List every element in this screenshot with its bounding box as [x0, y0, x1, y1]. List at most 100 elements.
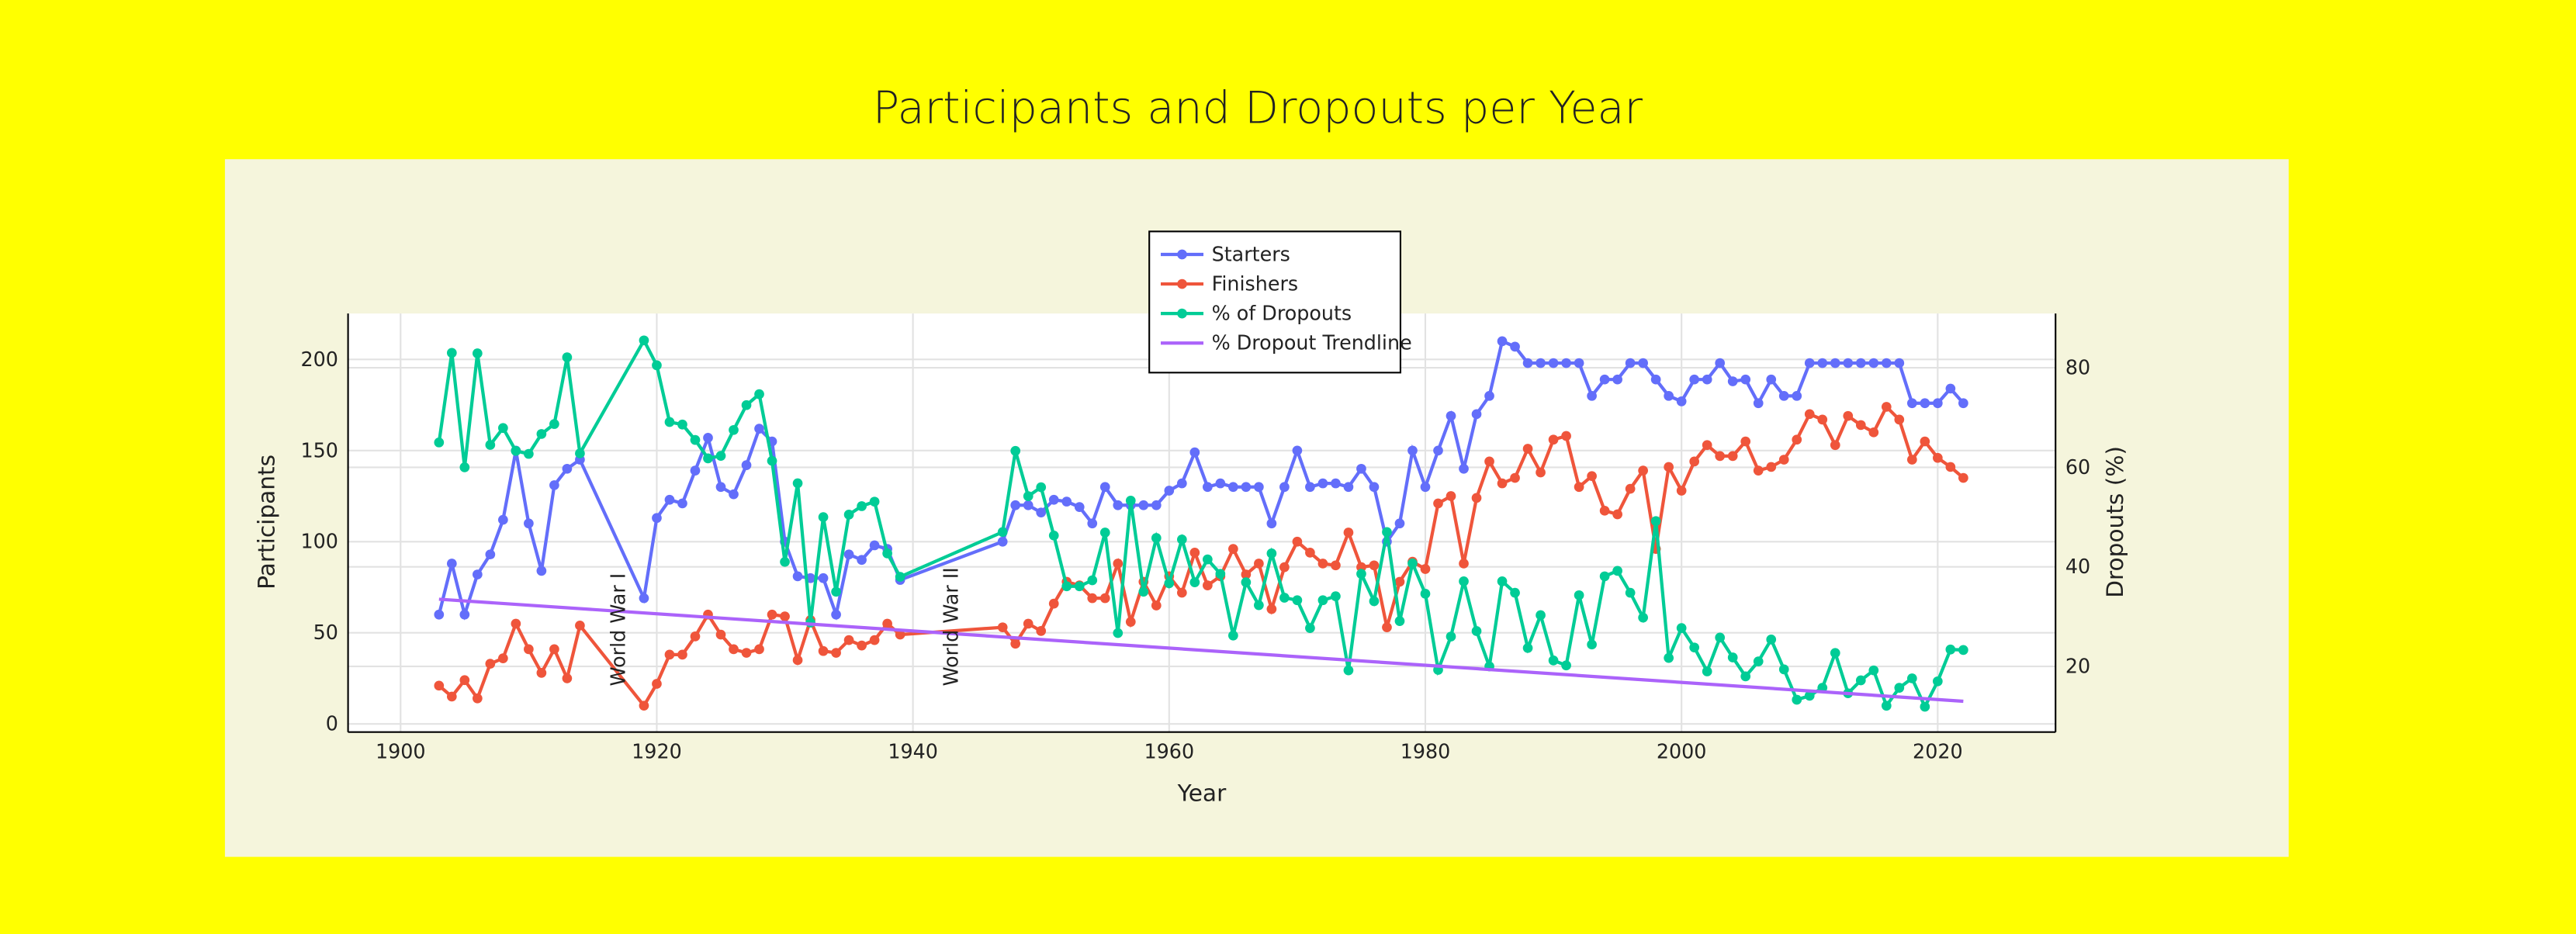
data-point — [780, 556, 790, 567]
data-point — [652, 360, 662, 371]
y-tick-label: 200 — [300, 348, 338, 371]
data-point — [1125, 496, 1136, 506]
data-point — [1420, 589, 1431, 599]
data-point — [1522, 444, 1533, 454]
data-point — [1484, 390, 1494, 401]
data-point — [549, 644, 559, 655]
data-point — [1945, 383, 1956, 394]
data-point — [1702, 374, 1712, 385]
data-point — [1868, 358, 1879, 368]
data-point — [1125, 617, 1136, 627]
data-point — [1638, 612, 1648, 623]
y2-tick-label: 60 — [2065, 455, 2090, 479]
data-point — [1176, 587, 1187, 598]
data-point — [1343, 528, 1354, 538]
data-point — [1292, 595, 1303, 606]
data-point — [1702, 666, 1712, 676]
data-point — [434, 437, 445, 448]
data-point — [1804, 409, 1815, 420]
data-point — [1868, 665, 1879, 676]
y-tick-label: 0 — [326, 712, 338, 735]
data-point — [1536, 610, 1546, 621]
data-point — [792, 571, 803, 582]
data-point — [741, 460, 752, 470]
data-point — [1664, 462, 1674, 472]
data-point — [792, 655, 803, 666]
data-point — [1433, 445, 1443, 456]
data-point — [1522, 358, 1533, 368]
data-point — [639, 700, 649, 711]
data-point — [690, 631, 701, 642]
data-point — [1331, 591, 1341, 601]
data-point — [677, 498, 687, 509]
data-point — [1369, 482, 1380, 493]
data-point — [1394, 616, 1405, 627]
data-point — [869, 635, 880, 645]
data-point — [639, 335, 649, 346]
data-point — [729, 424, 739, 435]
data-point — [1241, 482, 1252, 493]
data-point — [511, 618, 521, 629]
data-point — [1087, 575, 1098, 586]
data-point — [1113, 559, 1124, 569]
data-point — [1676, 396, 1687, 406]
data-point — [1279, 593, 1290, 603]
data-point — [639, 593, 649, 604]
data-point — [524, 448, 534, 459]
data-point — [1279, 562, 1290, 573]
data-point — [1484, 456, 1494, 467]
data-point — [1471, 493, 1482, 503]
data-point — [1945, 644, 1956, 655]
y2-tick-label: 20 — [2065, 655, 2090, 678]
data-point — [1266, 548, 1277, 559]
data-point — [485, 549, 496, 560]
data-point — [1407, 558, 1418, 569]
chart-title: Participants and Dropouts per Year — [873, 83, 1643, 134]
data-point — [1817, 414, 1828, 425]
data-point — [1138, 500, 1149, 510]
data-point — [1612, 374, 1622, 385]
data-point — [446, 691, 457, 702]
data-point — [1036, 507, 1047, 518]
y2-axis-title: Dropouts (%) — [2102, 446, 2128, 598]
data-point — [472, 569, 483, 579]
data-point — [1881, 700, 1892, 711]
data-point — [690, 434, 701, 445]
data-point — [1471, 626, 1482, 636]
data-point — [1151, 600, 1162, 611]
data-point — [1625, 587, 1636, 598]
data-point — [1048, 530, 1059, 541]
data-point — [1215, 478, 1226, 489]
data-point — [536, 429, 547, 439]
data-point — [1587, 471, 1597, 482]
data-point — [1331, 560, 1341, 571]
legend-marker — [1177, 249, 1187, 260]
data-point — [1715, 451, 1726, 462]
data-point — [1023, 618, 1034, 629]
data-point — [1164, 578, 1175, 589]
data-point — [1497, 576, 1508, 586]
data-point — [857, 555, 867, 566]
data-point — [1202, 580, 1213, 590]
data-point — [1382, 527, 1392, 538]
data-point — [1189, 577, 1200, 587]
data-point — [729, 489, 739, 500]
data-point — [1830, 358, 1840, 368]
data-point — [1228, 630, 1238, 641]
data-point — [1753, 398, 1764, 409]
data-point — [843, 510, 854, 520]
data-point — [1843, 410, 1854, 421]
data-point — [1369, 596, 1380, 607]
data-point — [792, 478, 803, 489]
data-point — [1113, 500, 1124, 510]
y2-tick-label: 80 — [2065, 356, 2090, 379]
y-tick-label: 50 — [313, 621, 338, 644]
data-point — [882, 618, 892, 629]
data-point — [1804, 690, 1815, 701]
data-point — [562, 673, 573, 683]
data-point — [703, 433, 713, 443]
data-point — [1855, 675, 1866, 686]
data-point — [446, 348, 457, 358]
data-point — [1433, 498, 1443, 509]
data-point — [754, 389, 764, 400]
